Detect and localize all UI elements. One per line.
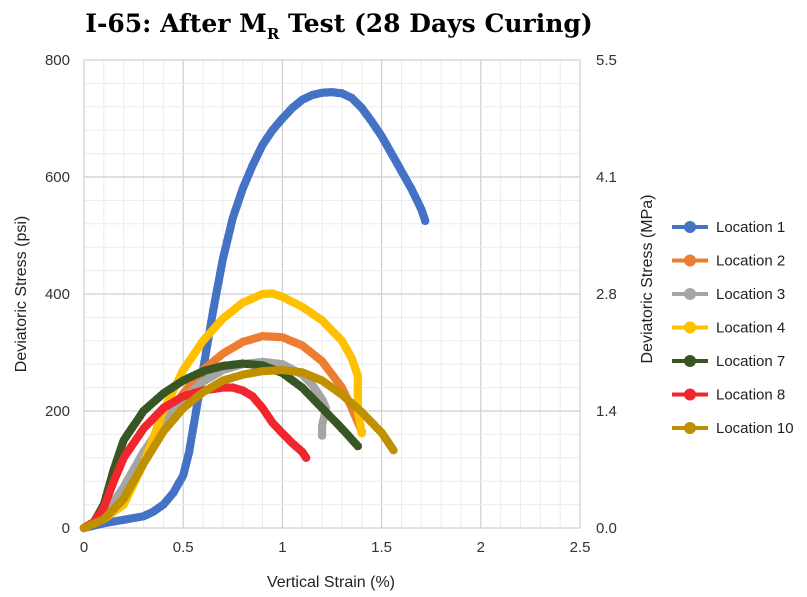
chart-title-rest: Test (28 Days Curing) [279, 9, 592, 38]
y-axis-left-ticks: 0 200 400 600 800 [45, 52, 70, 537]
data-point [302, 453, 311, 462]
legend-item-location-2: Location 2 [672, 253, 785, 270]
y-right-tick-label: 0.0 [596, 520, 617, 537]
legend-label: Location 3 [716, 286, 785, 303]
x-tick-label: 0.5 [173, 539, 194, 556]
chart-title: I-65: After MR Test (28 Days Curing) [85, 9, 592, 43]
legend-swatch-marker [684, 388, 696, 401]
legend-swatch-marker [684, 288, 696, 300]
x-axis-ticks: 0 0.5 1 1.5 2 2.5 [80, 539, 591, 556]
grid [83, 59, 581, 529]
y-right-tick-label: 4.1 [596, 169, 617, 186]
legend-label: Location 8 [716, 387, 785, 404]
chart-title-subscript: R [267, 25, 280, 43]
y-right-tick-label: 5.5 [596, 52, 617, 69]
y-right-tick-label: 1.4 [596, 403, 617, 420]
legend-label: Location 4 [716, 320, 785, 337]
x-tick-label: 1.5 [371, 539, 392, 556]
data-point [317, 431, 327, 440]
y-left-tick-label: 200 [45, 403, 70, 420]
legend-item-location-7: Location 7 [672, 353, 785, 370]
legend-item-location-8: Location 8 [672, 387, 785, 404]
legend-item-location-3: Location 3 [672, 286, 785, 303]
y-axis-left-label: Deviatoric Stress (psi) [13, 216, 30, 372]
legend-swatch-marker [684, 422, 696, 434]
legend-item-location-1: Location 1 [672, 219, 785, 236]
y-left-tick-label: 400 [45, 286, 70, 303]
svg-text:I-65: After MR Test (28 Days C: I-65: After MR Test (28 Days Curing) [85, 9, 592, 43]
x-tick-label: 2.5 [570, 539, 591, 556]
legend-label: Location 2 [716, 253, 785, 270]
y-left-tick-label: 0 [62, 520, 70, 537]
legend-label: Location 10 [716, 420, 794, 437]
series-layer [79, 88, 430, 533]
legend-swatch-marker [684, 254, 696, 267]
plot-frame [83, 59, 581, 529]
data-point [357, 429, 366, 438]
x-tick-label: 0 [80, 539, 88, 556]
chart-title-main: I-65: After M [85, 9, 267, 38]
data-point [421, 216, 430, 226]
legend: Location 1 Location 2 Location 3 Location 4… [672, 219, 794, 437]
data-point [389, 446, 398, 455]
legend-item-location-10: Location 10 [672, 420, 794, 437]
legend-swatch-marker [684, 355, 696, 367]
y-left-tick-label: 800 [45, 52, 70, 69]
series-location-10 [79, 365, 398, 533]
legend-label: Location 7 [716, 353, 785, 370]
y-right-tick-label: 2.8 [596, 286, 617, 303]
legend-swatch-marker [684, 221, 696, 233]
legend-swatch-marker [684, 321, 696, 334]
y-axis-right-ticks: 0.0 1.4 2.8 4.1 5.5 [596, 52, 617, 537]
x-tick-label: 1 [278, 539, 286, 556]
x-tick-label: 2 [477, 539, 485, 556]
data-point [353, 441, 362, 451]
legend-label: Location 1 [716, 219, 785, 236]
x-axis-label: Vertical Strain (%) [267, 574, 395, 591]
legend-item-location-4: Location 4 [672, 320, 785, 337]
y-axis-right-label: Deviatoric Stress (MPa) [639, 195, 656, 364]
y-left-tick-label: 600 [45, 169, 70, 186]
